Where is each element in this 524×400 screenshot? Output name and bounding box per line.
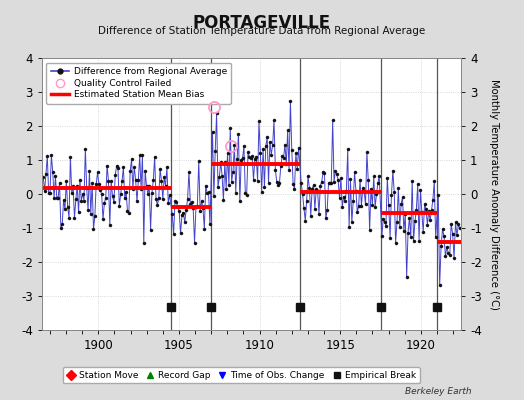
Legend: Difference from Regional Average, Quality Control Failed, Estimated Station Mean: Difference from Regional Average, Qualit…: [47, 62, 231, 104]
Y-axis label: Monthly Temperature Anomaly Difference (°C): Monthly Temperature Anomaly Difference (…: [489, 78, 499, 310]
Text: PORTAGEVILLE: PORTAGEVILLE: [193, 14, 331, 32]
Text: Difference of Station Temperature Data from Regional Average: Difference of Station Temperature Data f…: [99, 26, 425, 36]
Legend: Station Move, Record Gap, Time of Obs. Change, Empirical Break: Station Move, Record Gap, Time of Obs. C…: [62, 367, 420, 384]
Text: Berkeley Earth: Berkeley Earth: [405, 387, 472, 396]
